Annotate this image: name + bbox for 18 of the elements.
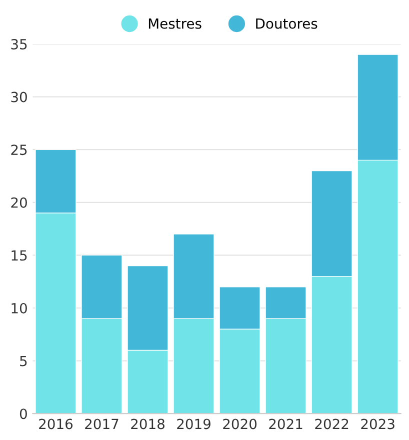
y-tick-label: 20 (11, 197, 27, 208)
legend-label: Mestres (148, 18, 202, 29)
x-tick-label: 2019 (177, 418, 210, 430)
x-tick-label: 2020 (223, 418, 257, 430)
x-tick-label: 2021 (269, 418, 302, 430)
y-tick-label: 25 (11, 144, 27, 156)
legend-label: Doutores (256, 18, 318, 29)
y-tick-label: 10 (12, 302, 27, 314)
y-tick-label: 5 (20, 356, 27, 366)
y-tick-label: 15 (12, 250, 27, 261)
y-tick-label: 30 (11, 92, 27, 102)
x-tick-label: 2016 (39, 418, 73, 430)
x-tick-label: 2023 (361, 418, 394, 430)
y-tick-label: 35 (11, 38, 27, 50)
y-tick-label: 0 (20, 408, 27, 420)
x-tick-label: 2022 (315, 418, 348, 430)
x-tick-label: 2018 (131, 418, 164, 430)
x-tick-label: 2017 (85, 418, 118, 430)
